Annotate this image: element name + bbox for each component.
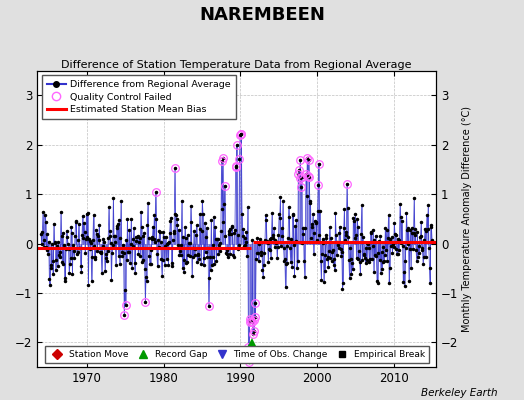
Title: Difference of Station Temperature Data from Regional Average: Difference of Station Temperature Data f… xyxy=(61,60,412,70)
Text: NAREMBEEN: NAREMBEEN xyxy=(199,6,325,24)
Y-axis label: Monthly Temperature Anomaly Difference (°C): Monthly Temperature Anomaly Difference (… xyxy=(462,106,472,332)
Legend: Station Move, Record Gap, Time of Obs. Change, Empirical Break: Station Move, Record Gap, Time of Obs. C… xyxy=(45,346,429,363)
Text: Berkeley Earth: Berkeley Earth xyxy=(421,388,498,398)
